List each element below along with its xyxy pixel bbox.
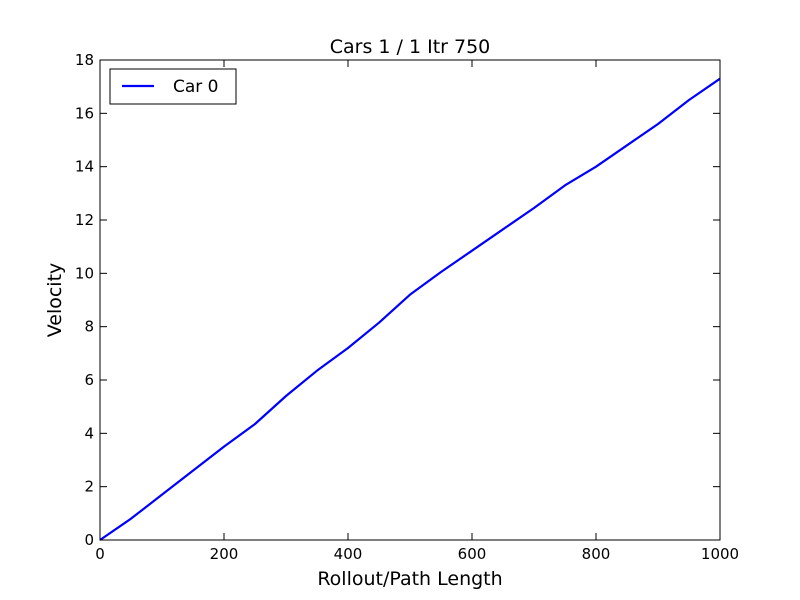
y-tick-label: 0: [84, 531, 94, 549]
chart-title: Cars 1 / 1 Itr 750: [330, 36, 491, 58]
y-tick-label: 18: [75, 51, 94, 69]
legend: Car 0: [110, 69, 236, 104]
y-tick-label: 6: [84, 371, 94, 389]
x-tick-label: 600: [458, 545, 487, 563]
y-tick-label: 12: [75, 211, 94, 229]
x-tick-label: 800: [582, 545, 611, 563]
x-axis-label: Rollout/Path Length: [317, 568, 502, 590]
axes-frame: [100, 60, 720, 540]
x-tick-label: 200: [210, 545, 239, 563]
x-tick-label: 1000: [701, 545, 739, 563]
y-tick-label: 16: [75, 104, 94, 122]
y-tick-label: 8: [84, 318, 94, 336]
series-line-car-0: [100, 79, 720, 540]
y-tick-label: 4: [84, 424, 94, 442]
legend-label-car-0: Car 0: [173, 77, 219, 97]
y-tick-label: 10: [75, 264, 94, 282]
x-tick-label: 400: [334, 545, 363, 563]
y-tick-label: 2: [84, 478, 94, 496]
x-tick-label: 0: [95, 545, 105, 563]
y-tick-label: 14: [75, 158, 94, 176]
y-axis-label: Velocity: [44, 263, 66, 338]
plot-area: [100, 79, 720, 540]
